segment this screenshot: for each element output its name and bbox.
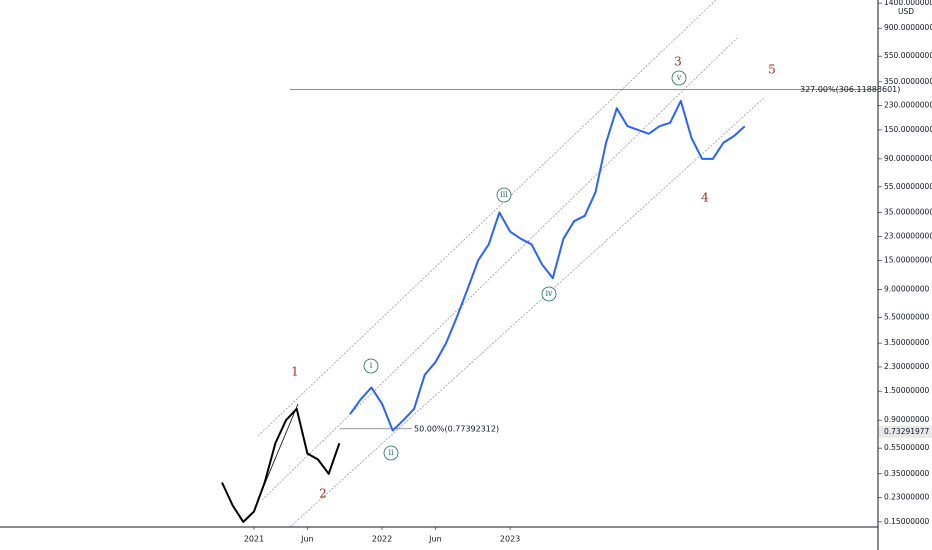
wave-label: 4	[701, 191, 709, 205]
x-tick-label: 2021	[244, 535, 264, 544]
y-tick-label: 3.50000000	[884, 338, 930, 347]
y-tick-label: 0.23000000	[884, 493, 930, 502]
y-tick-label: 1.50000000	[884, 386, 930, 395]
y-tick-label: 230.00000000	[884, 101, 932, 110]
price-line	[349, 99, 746, 432]
channel	[257, 0, 766, 528]
last-price-label: 0.73291977	[884, 427, 930, 436]
y-tick-label: 150.00000000	[884, 125, 932, 134]
channel-upper	[257, 0, 717, 437]
channel-middle	[261, 37, 738, 501]
y-tick-label: 23.00000000	[884, 231, 932, 240]
fib-label: 327.00%(306.11888601)	[800, 85, 900, 94]
subwave-label: v	[676, 73, 682, 82]
wave-label: 2	[319, 487, 327, 501]
y-tick-label: 35.00000000	[884, 207, 932, 216]
x-tick-label: Jun	[300, 535, 314, 544]
y-tick-label: 5.50000000	[884, 312, 930, 321]
wave-label: 1	[291, 365, 299, 379]
wave-label: 3	[674, 55, 682, 69]
subwave-label: i	[370, 361, 373, 370]
y-tick-label: 550.00000000	[884, 51, 932, 60]
wave-label: 5	[768, 63, 776, 77]
subwave-circle	[541, 286, 557, 302]
y-tick-label: 15.00000000	[884, 256, 932, 265]
y-axis-label: USD	[898, 7, 914, 16]
subwave-circle	[363, 358, 379, 374]
subwave-circle	[496, 187, 512, 203]
fib-label: 50.00%(0.77392312)	[414, 424, 499, 433]
y-tick-label: 0.35000000	[884, 469, 930, 478]
y-tick-label: 0.15000000	[884, 517, 930, 526]
y-tick-label: 55.00000000	[884, 182, 932, 191]
y-tick-label: 900.00000000	[884, 23, 932, 32]
x-tick-label: 2022	[372, 535, 392, 544]
y-tick-label: 2.30000000	[884, 362, 930, 371]
y-tick-label: 9.00000000	[884, 285, 930, 294]
y-tick-label: 0.55000000	[884, 443, 930, 452]
x-tick-label: Jun	[428, 535, 442, 544]
y-tick-label: 90.00000000	[884, 154, 932, 163]
channel-lower	[289, 96, 766, 528]
subwave-label: ii	[388, 448, 394, 457]
subwave-circle	[383, 445, 399, 461]
subwave-label: iii	[500, 190, 508, 199]
last-price-box	[879, 425, 932, 438]
subwave-label: iv	[545, 289, 553, 298]
y-tick-label: 350.00000000	[884, 77, 932, 86]
x-tick-label: 2023	[500, 535, 520, 544]
subwave-circle	[671, 70, 687, 86]
subwave-circles	[363, 70, 687, 461]
y-tick-label: 0.90000000	[884, 415, 930, 424]
price-line	[221, 407, 341, 523]
y-tick-label: 1400.00000000	[884, 0, 932, 7]
